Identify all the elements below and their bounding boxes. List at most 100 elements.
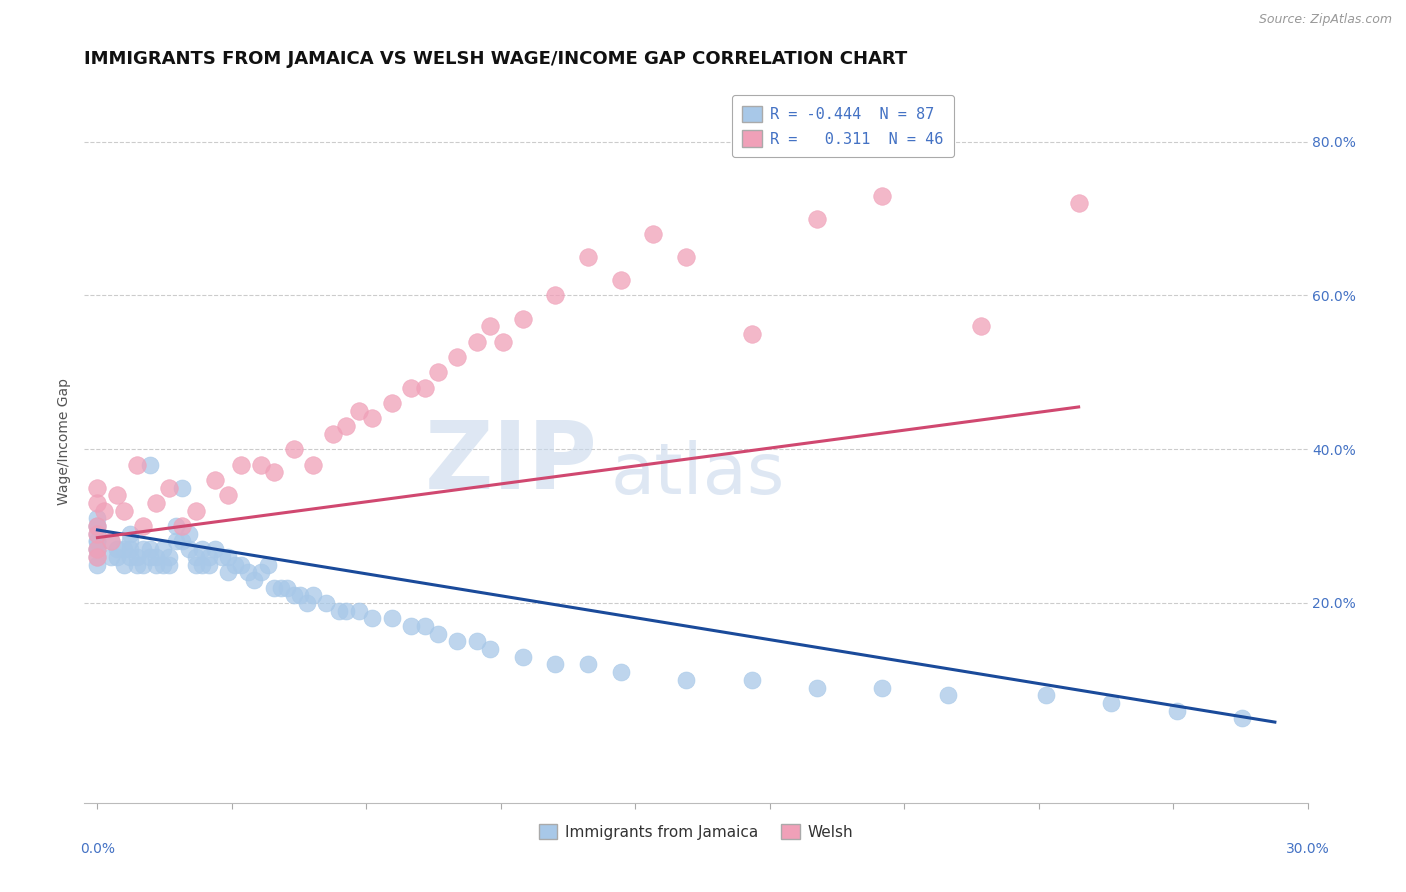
Point <box>361 611 384 625</box>
Point <box>120 549 142 564</box>
Point <box>132 519 155 533</box>
Point <box>806 211 828 226</box>
Point <box>478 642 501 657</box>
Point <box>231 558 253 572</box>
Point <box>426 626 449 640</box>
Point <box>86 542 108 557</box>
Point <box>1166 704 1188 718</box>
Point <box>512 649 534 664</box>
Point <box>492 334 515 349</box>
Point <box>236 565 259 579</box>
Point <box>177 526 200 541</box>
Point <box>86 558 108 572</box>
Point <box>295 596 318 610</box>
Point <box>172 481 194 495</box>
Point <box>283 442 305 457</box>
Point <box>478 319 501 334</box>
Point <box>152 558 174 572</box>
Text: atlas: atlas <box>610 440 785 508</box>
Point <box>806 681 828 695</box>
Point <box>145 558 167 572</box>
Point <box>675 250 697 264</box>
Point <box>197 558 219 572</box>
Point <box>322 426 344 441</box>
Point <box>315 596 337 610</box>
Point <box>145 549 167 564</box>
Point <box>741 673 763 687</box>
Point <box>270 581 292 595</box>
Text: 0.0%: 0.0% <box>80 842 115 855</box>
Point <box>361 411 384 425</box>
Point <box>217 488 239 502</box>
Point <box>231 458 253 472</box>
Point <box>224 558 246 572</box>
Point <box>86 534 108 549</box>
Point <box>446 350 468 364</box>
Point <box>86 519 108 533</box>
Point <box>250 458 273 472</box>
Point <box>576 250 599 264</box>
Point <box>86 519 108 533</box>
Point <box>152 542 174 557</box>
Point <box>112 558 135 572</box>
Point <box>936 688 959 702</box>
Point <box>609 273 631 287</box>
Point <box>1099 696 1122 710</box>
Point <box>86 496 108 510</box>
Point <box>675 673 697 687</box>
Point <box>86 519 108 533</box>
Point <box>609 665 631 680</box>
Point <box>263 581 285 595</box>
Point <box>112 542 135 557</box>
Point <box>446 634 468 648</box>
Point <box>172 534 194 549</box>
Point <box>256 558 278 572</box>
Point <box>184 504 207 518</box>
Point <box>86 511 108 525</box>
Point <box>347 604 370 618</box>
Text: 30.0%: 30.0% <box>1285 842 1330 855</box>
Point <box>86 542 108 557</box>
Y-axis label: Wage/Income Gap: Wage/Income Gap <box>58 378 72 505</box>
Point <box>576 657 599 672</box>
Point <box>125 558 148 572</box>
Point <box>86 481 108 495</box>
Point <box>86 549 108 564</box>
Point <box>184 549 207 564</box>
Point <box>401 381 423 395</box>
Point <box>643 227 665 241</box>
Point <box>100 534 122 549</box>
Point <box>290 588 312 602</box>
Point <box>872 188 894 202</box>
Point <box>100 534 122 549</box>
Point <box>112 504 135 518</box>
Point <box>465 334 488 349</box>
Point <box>872 681 894 695</box>
Point <box>544 288 567 302</box>
Point <box>335 419 357 434</box>
Point <box>93 504 115 518</box>
Point <box>283 588 305 602</box>
Point <box>1230 711 1253 725</box>
Point <box>165 534 187 549</box>
Point <box>100 549 122 564</box>
Point <box>105 549 128 564</box>
Point <box>139 458 162 472</box>
Point <box>125 458 148 472</box>
Point <box>204 473 226 487</box>
Text: IMMIGRANTS FROM JAMAICA VS WELSH WAGE/INCOME GAP CORRELATION CHART: IMMIGRANTS FROM JAMAICA VS WELSH WAGE/IN… <box>84 50 908 68</box>
Point <box>328 604 350 618</box>
Point <box>177 542 200 557</box>
Point <box>172 519 194 533</box>
Point <box>413 619 436 633</box>
Point <box>544 657 567 672</box>
Point <box>197 549 219 564</box>
Point <box>217 549 239 564</box>
Point <box>969 319 991 334</box>
Point <box>250 565 273 579</box>
Point <box>165 519 187 533</box>
Point <box>105 542 128 557</box>
Point <box>243 573 266 587</box>
Point <box>120 534 142 549</box>
Point <box>302 458 325 472</box>
